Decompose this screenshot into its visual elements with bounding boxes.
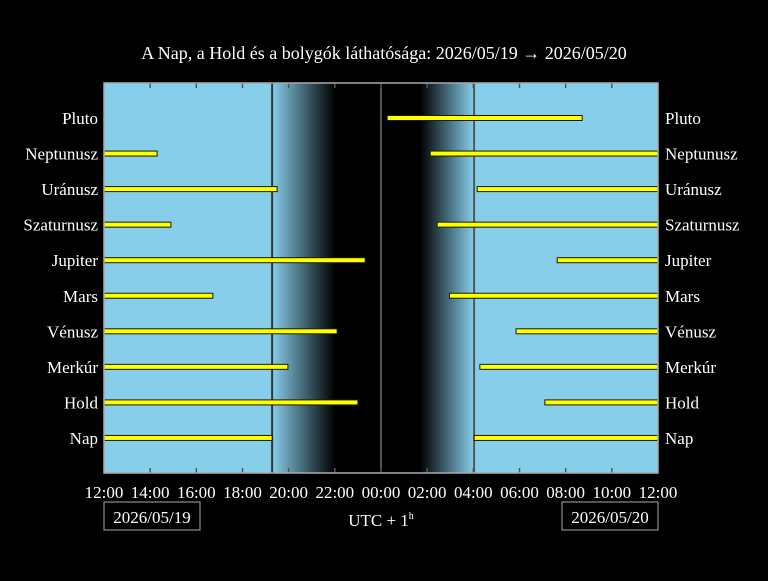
- row-label-right: Nap: [665, 429, 693, 448]
- date-left-box: 2026/05/19: [103, 501, 201, 531]
- day-background-left: [104, 83, 273, 473]
- x-tick-label: 14:00: [131, 483, 170, 502]
- visibility-bar-neptunusz: [103, 150, 158, 157]
- row-label-right: Uránusz: [665, 180, 722, 199]
- row-label-right: Szaturnusz: [665, 216, 740, 235]
- row-label-left: Jupiter: [52, 251, 99, 270]
- visibility-bar-neptunusz: [429, 150, 659, 157]
- x-tick-label: 18:00: [223, 483, 262, 502]
- x-axis-label-main: UTC + 1: [348, 511, 409, 530]
- visibility-bar-jupiter: [556, 257, 659, 264]
- visibility-bar-pluto: [386, 115, 583, 121]
- date-right-box: 2026/05/20: [561, 501, 659, 531]
- dusk-twilight: [272, 83, 336, 473]
- chart-title: A Nap, a Hold és a bolygók láthatósága: …: [141, 43, 626, 63]
- visibility-bar-hold: [103, 399, 359, 406]
- x-axis-label-sup: h: [409, 511, 414, 522]
- visibility-bar-merkúr: [103, 363, 289, 370]
- visibility-bar-jupiter: [103, 257, 366, 264]
- x-tick-label: 04:00: [454, 483, 493, 502]
- visibility-bar-mars: [103, 292, 214, 299]
- x-tick-label: 12:00: [85, 483, 124, 502]
- visibility-bar-vénusz: [515, 328, 659, 335]
- visibility-bar-mars: [448, 292, 659, 299]
- row-labels: Pluto Pluto Neptunusz Neptunusz Uránusz Uránu…: [23, 109, 740, 448]
- row-label-right: Jupiter: [665, 251, 712, 270]
- row-label-right: Neptunusz: [665, 145, 738, 164]
- x-axis-label: UTC + 1h: [348, 511, 414, 530]
- row-label-left: Neptunusz: [25, 145, 98, 164]
- row-label-left: Vénusz: [47, 322, 98, 341]
- row-label-right: Pluto: [665, 109, 701, 128]
- row-label-right: Mars: [665, 287, 700, 306]
- row-label-left: Pluto: [62, 109, 98, 128]
- visibility-bar-szaturnusz: [436, 221, 659, 228]
- dawn-twilight: [420, 83, 475, 473]
- visibility-bar-hold: [544, 399, 659, 406]
- date-left: 2026/05/19: [113, 508, 190, 527]
- x-tick-label: 16:00: [177, 483, 216, 502]
- visibility-bar-szaturnusz: [103, 221, 172, 228]
- row-label-right: Hold: [665, 393, 700, 412]
- row-label-right: Merkúr: [665, 358, 716, 377]
- x-tick-label: 12:00: [639, 483, 678, 502]
- visibility-bar-uránusz: [103, 186, 278, 193]
- row-label-left: Nap: [70, 429, 98, 448]
- x-tick-label: 10:00: [592, 483, 631, 502]
- x-tick-label: 22:00: [315, 483, 354, 502]
- row-label-left: Uránusz: [41, 180, 98, 199]
- x-tick-label: 20:00: [269, 483, 308, 502]
- row-label-left: Szaturnusz: [23, 216, 98, 235]
- x-tick-labels: 12:00 14:00 16:00 18:00 20:00 22:00 00:00 02:00…: [85, 483, 678, 502]
- visibility-bar-nap: [103, 434, 273, 441]
- day-background-right: [474, 83, 658, 473]
- x-tick-label: 02:00: [408, 483, 447, 502]
- x-tick-label: 06:00: [500, 483, 539, 502]
- row-label-left: Mars: [63, 287, 98, 306]
- visibility-bar-nap: [473, 434, 659, 441]
- visibility-bar-vénusz: [103, 328, 338, 335]
- date-right: 2026/05/20: [571, 508, 648, 527]
- visibility-bar-merkúr: [479, 363, 659, 370]
- row-label-left: Hold: [64, 393, 99, 412]
- plot-area: [103, 82, 659, 474]
- plot-frame: [103, 82, 659, 474]
- x-tick-label: 00:00: [362, 483, 401, 502]
- row-label-right: Vénusz: [665, 322, 716, 341]
- x-tick-label: 08:00: [546, 483, 585, 502]
- visibility-bar-uránusz: [476, 186, 659, 193]
- row-label-left: Merkúr: [47, 358, 98, 377]
